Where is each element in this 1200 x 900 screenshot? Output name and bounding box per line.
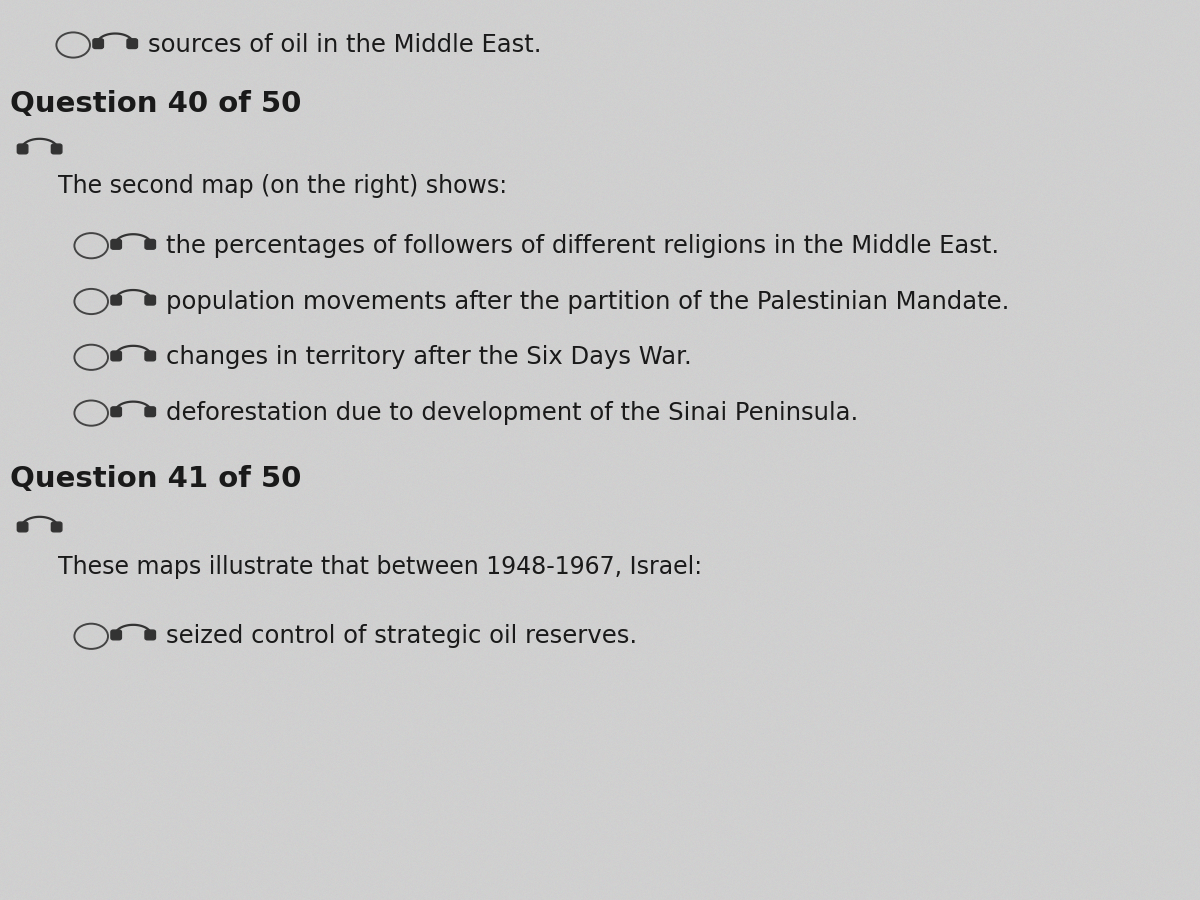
FancyBboxPatch shape [110, 630, 121, 640]
Text: population movements after the partition of the Palestinian Mandate.: population movements after the partition… [166, 290, 1009, 313]
Text: seized control of strategic oil reserves.: seized control of strategic oil reserves… [166, 625, 637, 648]
FancyBboxPatch shape [110, 351, 121, 361]
Text: deforestation due to development of the Sinai Peninsula.: deforestation due to development of the … [166, 401, 858, 425]
Text: The second map (on the right) shows:: The second map (on the right) shows: [58, 175, 506, 198]
FancyBboxPatch shape [52, 144, 62, 154]
Text: changes in territory after the Six Days War.: changes in territory after the Six Days … [166, 346, 691, 369]
Text: the percentages of followers of different religions in the Middle East.: the percentages of followers of differen… [166, 234, 998, 257]
FancyBboxPatch shape [92, 39, 103, 49]
Text: sources of oil in the Middle East.: sources of oil in the Middle East. [148, 33, 541, 57]
FancyBboxPatch shape [17, 522, 28, 532]
FancyBboxPatch shape [52, 522, 62, 532]
FancyBboxPatch shape [145, 239, 156, 249]
Text: Question 40 of 50: Question 40 of 50 [10, 89, 301, 118]
FancyBboxPatch shape [145, 630, 156, 640]
FancyBboxPatch shape [145, 351, 156, 361]
FancyBboxPatch shape [145, 295, 156, 305]
FancyBboxPatch shape [110, 295, 121, 305]
Text: Question 41 of 50: Question 41 of 50 [10, 464, 301, 493]
FancyBboxPatch shape [110, 407, 121, 417]
Text: These maps illustrate that between 1948-1967, Israel:: These maps illustrate that between 1948-… [58, 555, 702, 579]
FancyBboxPatch shape [145, 407, 156, 417]
FancyBboxPatch shape [127, 39, 138, 49]
FancyBboxPatch shape [17, 144, 28, 154]
FancyBboxPatch shape [110, 239, 121, 249]
